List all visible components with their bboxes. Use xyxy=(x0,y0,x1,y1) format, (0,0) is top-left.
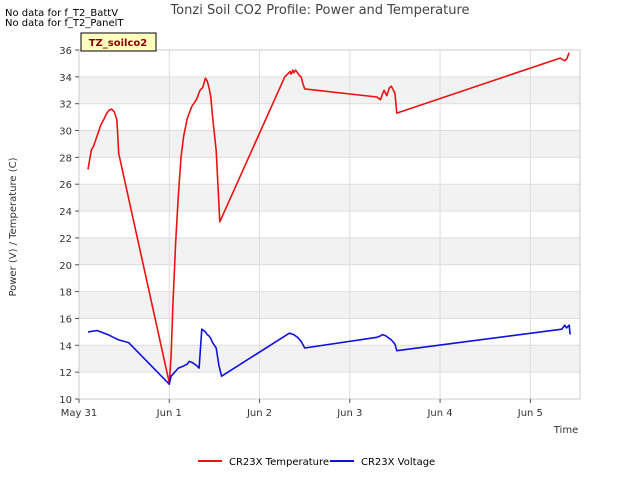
y-axis-label: Power (V) / Temperature (C) xyxy=(8,157,19,296)
legend-label-temperature: CR23X Temperature xyxy=(229,457,329,468)
y-tick-label: 28 xyxy=(59,153,72,164)
x-tick-label: Jun 5 xyxy=(517,408,543,419)
x-tick-label: Jun 1 xyxy=(156,408,182,419)
site-label: TZ_soilco2 xyxy=(89,38,148,49)
grid-band xyxy=(79,76,580,104)
y-tick-label: 20 xyxy=(59,261,72,272)
y-tick-label: 24 xyxy=(59,207,72,218)
temperature-series-line xyxy=(87,52,570,384)
y-tick-label: 16 xyxy=(59,314,72,325)
chart-title: Tonzi Soil CO2 Profile: Power and Temper… xyxy=(170,3,470,18)
x-tick-label: Jun 3 xyxy=(336,408,362,419)
legend: CR23X Temperature CR23X Voltage xyxy=(198,457,435,468)
y-tick-label: 26 xyxy=(59,180,72,191)
y-tick-label: 34 xyxy=(59,73,72,84)
voltage-series-line xyxy=(87,324,571,386)
grid-band xyxy=(79,130,580,158)
no-data-message-battv: No data for f_T2_BattV xyxy=(5,8,119,19)
y-tick-label: 36 xyxy=(59,46,72,57)
legend-label-voltage: CR23X Voltage xyxy=(361,457,435,468)
grid-band xyxy=(79,184,580,212)
x-axis-label: Time xyxy=(553,425,578,436)
x-tick-label: May 31 xyxy=(61,408,98,419)
x-tick-label: Jun 4 xyxy=(426,408,452,419)
y-tick-label: 10 xyxy=(59,395,72,406)
y-tick-label: 30 xyxy=(59,127,72,138)
y-tick-label: 22 xyxy=(59,234,72,245)
plot-frame xyxy=(78,49,581,400)
site-label-box: TZ_soilco2 xyxy=(80,32,157,52)
grid-band xyxy=(79,237,580,265)
x-tick-label: Jun 2 xyxy=(246,408,272,419)
y-tick-label: 12 xyxy=(59,368,72,379)
no-data-message-panelt: No data for f_T2_PanelT xyxy=(5,18,124,29)
y-tick-label: 14 xyxy=(59,341,72,352)
grid-band xyxy=(79,291,580,319)
y-tick-label: 32 xyxy=(59,100,72,111)
y-tick-label: 18 xyxy=(59,288,72,299)
